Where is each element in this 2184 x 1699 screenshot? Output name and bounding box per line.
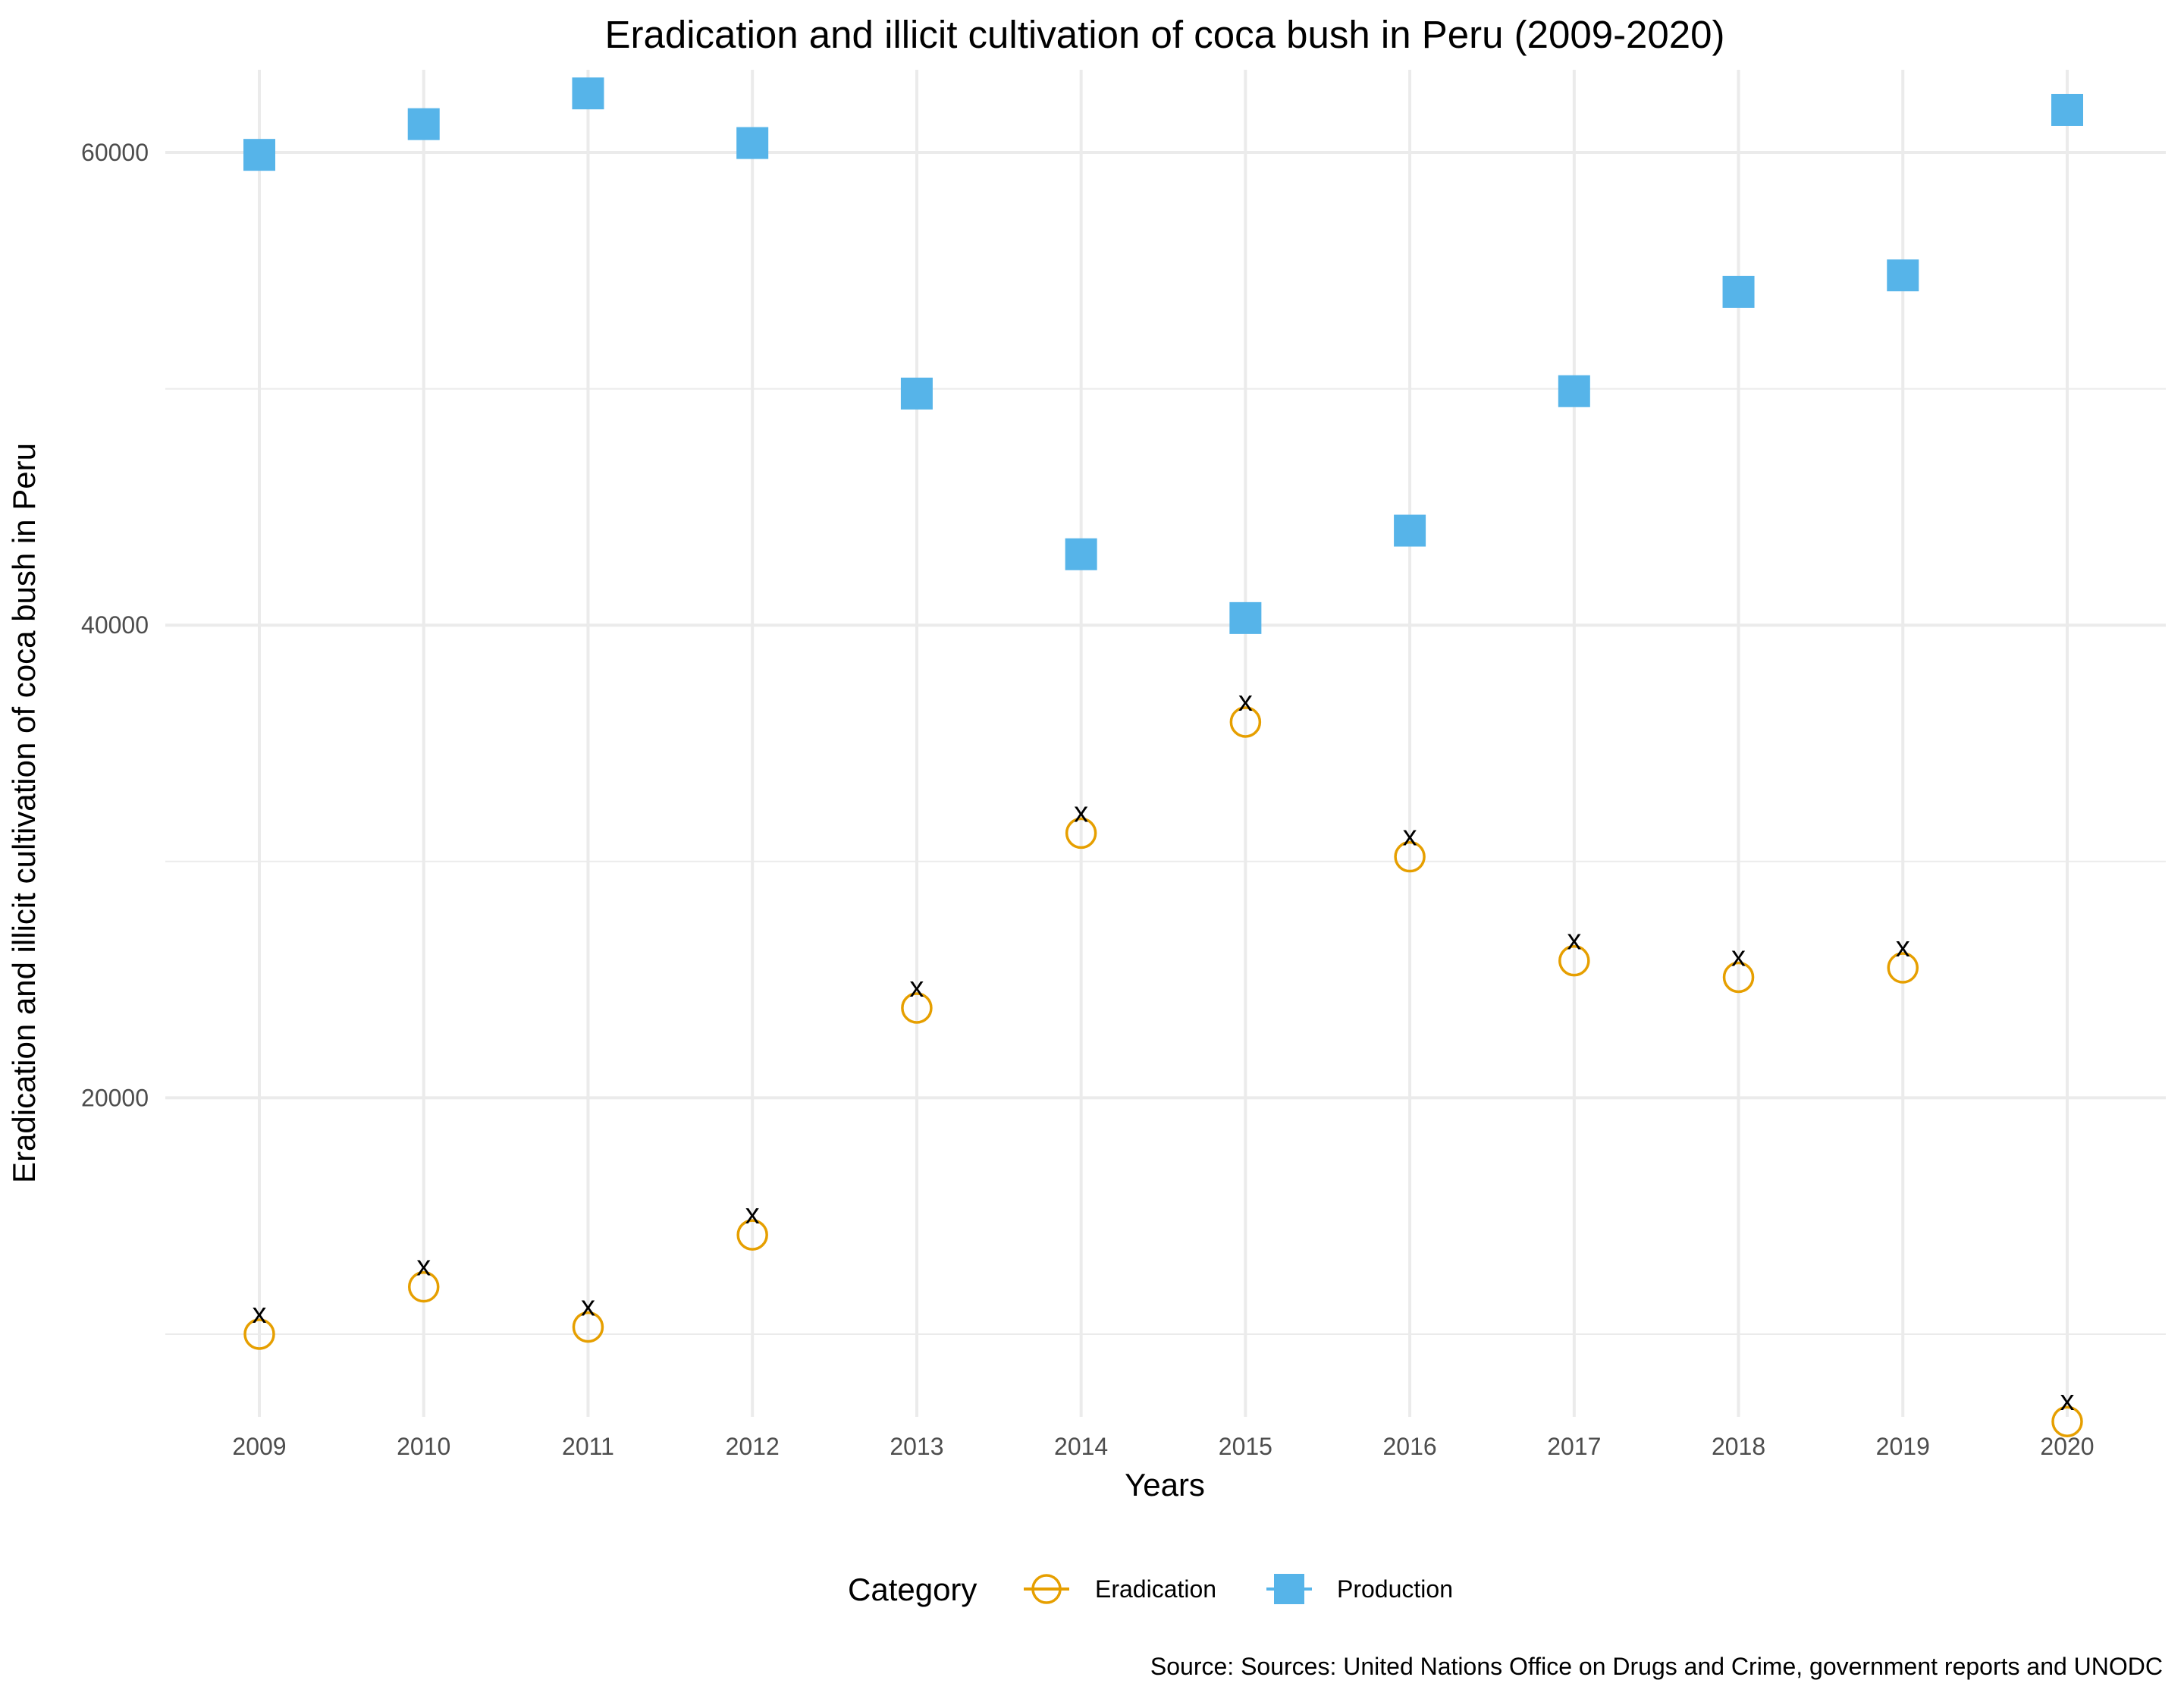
eradication-point	[1229, 706, 1262, 738]
eradication-point	[1722, 961, 1755, 994]
production-point	[243, 139, 275, 171]
eradication-point	[1558, 944, 1590, 977]
eradication-point	[1394, 840, 1426, 873]
eradication-point	[1887, 952, 1919, 984]
x-tick-label: 2010	[397, 1433, 450, 1460]
y-axis-title: Eradication and illicit cultivation of c…	[6, 443, 42, 1183]
production-point	[1558, 375, 1590, 407]
y-tick-label: 40000	[81, 611, 149, 639]
legend-label-production: Production	[1337, 1575, 1453, 1603]
x-tick-label: 2020	[2040, 1433, 2094, 1460]
legend: Category Eradication Production	[848, 1572, 1453, 1607]
production-point	[900, 377, 933, 410]
production-point	[1722, 275, 1755, 308]
point-annotation: x	[416, 1251, 431, 1283]
eradication-point	[736, 1219, 768, 1251]
eradication-point	[901, 992, 933, 1024]
point-annotation: x	[2060, 1385, 2075, 1417]
x-tick-label: 2016	[1382, 1433, 1436, 1460]
grid-lines	[165, 70, 2166, 1417]
legend-item-production: Production	[1266, 1574, 1453, 1604]
eradication-point	[243, 1318, 275, 1350]
production-point	[1229, 601, 1262, 634]
legend-item-eradication: Eradication	[1024, 1574, 1216, 1604]
production-point	[1887, 259, 1919, 292]
x-tick-label: 2015	[1219, 1433, 1272, 1460]
eradication-point	[407, 1270, 440, 1303]
eradication-point	[2051, 1405, 2083, 1437]
point-annotation: x	[581, 1291, 595, 1323]
x-tick-label: 2011	[562, 1433, 614, 1460]
point-annotation: x	[1238, 686, 1253, 718]
eradication-point	[1065, 817, 1097, 850]
y-tick-label: 20000	[81, 1084, 149, 1111]
production-point	[572, 77, 604, 110]
data-points: x x x x x x x x x x x x	[243, 77, 2083, 1437]
point-annotation: x	[1074, 796, 1088, 828]
chart-title: Eradication and illicit cultivation of c…	[604, 13, 1724, 56]
x-tick-label: 2017	[1547, 1433, 1601, 1460]
x-tick-label: 2013	[890, 1433, 943, 1460]
point-annotation: x	[909, 972, 924, 1003]
point-annotation: x	[253, 1298, 267, 1330]
x-tick-labels: 2009 2010 2011 2012 2013 2014 2015 2016 2017 2018…	[232, 1433, 2094, 1460]
point-annotation: x	[1403, 821, 1417, 853]
x-tick-label: 2014	[1054, 1433, 1108, 1460]
x-tick-label: 2009	[232, 1433, 286, 1460]
x-tick-label: 2012	[726, 1433, 780, 1460]
x-tick-label: 2018	[1712, 1433, 1765, 1460]
point-annotation: x	[1567, 925, 1581, 956]
caption: Source: Sources: United Nations Office o…	[1150, 1653, 2163, 1680]
y-tick-label: 60000	[81, 139, 149, 166]
point-annotation: x	[1896, 931, 1910, 963]
production-point	[2051, 93, 2083, 126]
legend-label-eradication: Eradication	[1095, 1575, 1216, 1603]
legend-key-production	[1274, 1574, 1304, 1604]
y-tick-labels: 20000 40000 60000	[81, 139, 149, 1111]
point-annotation: x	[745, 1198, 760, 1230]
legend-key-eradication	[1031, 1574, 1062, 1604]
eradication-point	[572, 1311, 604, 1343]
production-point	[1065, 538, 1097, 570]
production-point	[736, 127, 769, 159]
legend-title: Category	[848, 1572, 977, 1607]
point-annotation: x	[1731, 941, 1746, 972]
production-point	[407, 108, 440, 140]
x-axis-title: Years	[1125, 1467, 1205, 1503]
x-tick-label: 2019	[1876, 1433, 1930, 1460]
production-point	[1394, 514, 1426, 547]
